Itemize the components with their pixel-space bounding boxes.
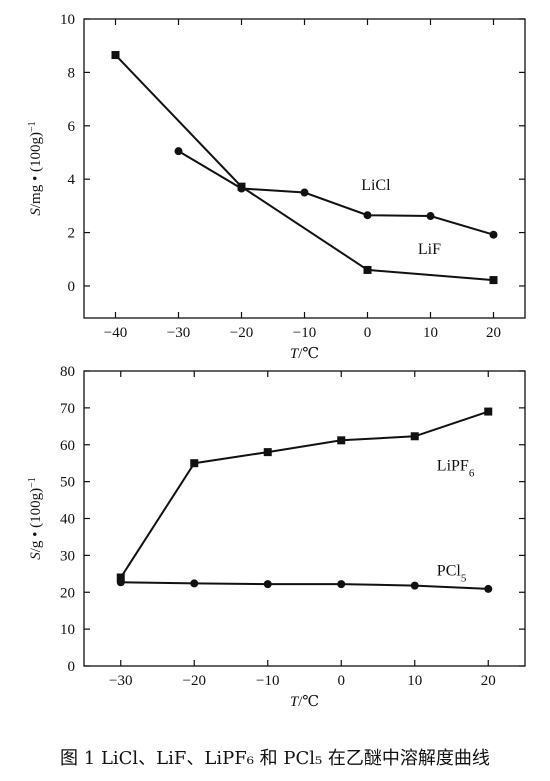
x-tick-label: 20 [486,325,501,341]
data-point-square [337,436,346,445]
x-tick-label: 0 [364,325,372,341]
data-point-circle [190,579,199,588]
y-axis-label: S/mg • (100g)−1 [27,121,45,215]
y-tick-label: 10 [60,622,75,638]
x-tick-label: 10 [407,673,422,689]
x-tick-label: 0 [338,673,346,689]
x-tick-label: −30 [167,325,190,341]
series-line-pcl5 [120,581,489,590]
data-point-square [237,182,246,191]
y-tick-label: 0 [68,659,76,675]
y-tick-label: 80 [60,364,75,380]
data-point-circle [263,580,272,589]
data-point-square [484,407,493,416]
x-tick-label: −20 [230,325,253,341]
x-tick-label: −30 [109,673,132,689]
data-point-square [410,432,419,441]
y-tick-label: 30 [60,548,75,564]
y-tick-label: 8 [68,65,76,81]
data-point-square [111,51,120,60]
y-tick-label: 50 [60,475,75,491]
data-point-circle [337,580,346,589]
x-tick-label: −10 [256,673,279,689]
data-point-circle [484,584,493,593]
y-tick-label: 70 [60,401,75,417]
data-point-square [489,276,498,285]
data-point-circle [489,230,498,239]
plot-frame [83,370,526,667]
figure-caption: 图 1 LiCl、LiF、LiPF₆ 和 PCl₅ 在乙醚中溶解度曲线 [60,748,490,769]
y-tick-label: 2 [68,226,76,242]
x-tick-label: 20 [481,673,496,689]
y-tick-label: 20 [60,585,75,601]
data-point-circle [363,211,372,220]
x-tick-label: −40 [104,325,127,341]
series-line-lif [114,54,494,282]
y-tick-label: 60 [60,438,75,454]
data-point-circle [300,188,309,197]
series-line-licl [177,150,494,236]
y-tick-label: 40 [60,512,75,528]
data-point-square [363,265,372,274]
chart-panel-1: −40 −30 −20 −10 0 10 20 0 2 4 6 8 10 T/℃ S/mg • (100g)… [27,12,526,362]
x-tick-label: −20 [183,673,206,689]
data-point-circle [174,147,183,156]
data-point-circle [426,212,435,221]
x-axis-label: T/℃ [290,694,319,710]
series-label: LiF [418,241,441,258]
x-axis-label: T/℃ [290,346,319,362]
y-tick-label: 4 [68,172,76,188]
data-point-square [190,459,199,468]
y-tick-label: 6 [68,119,76,135]
data-point-square [263,448,272,457]
series-label: LiPF6 [437,458,475,480]
y-tick-label: 10 [60,12,75,28]
y-tick-label: 0 [68,279,76,295]
series-label: LiCl [361,177,391,194]
chart-panel-2: −30 −20 −10 0 10 20 0 10 20 30 40 50 60 70 80 T/℃ S/g • … [27,364,526,710]
data-point-circle [410,581,419,590]
series-label: PCl5 [437,563,467,585]
series-line-lipf6 [119,410,489,579]
data-point-circle [116,578,125,587]
y-axis-label: S/g • (100g)−1 [27,477,45,560]
x-tick-label: −10 [293,325,316,341]
solubility-figure: −40 −30 −20 −10 0 10 20 0 2 4 6 8 10 T/℃ S/mg • (100g)… [27,12,526,710]
x-tick-label: 10 [423,325,438,341]
plot-frame [83,18,526,319]
data-point-square [116,573,125,582]
